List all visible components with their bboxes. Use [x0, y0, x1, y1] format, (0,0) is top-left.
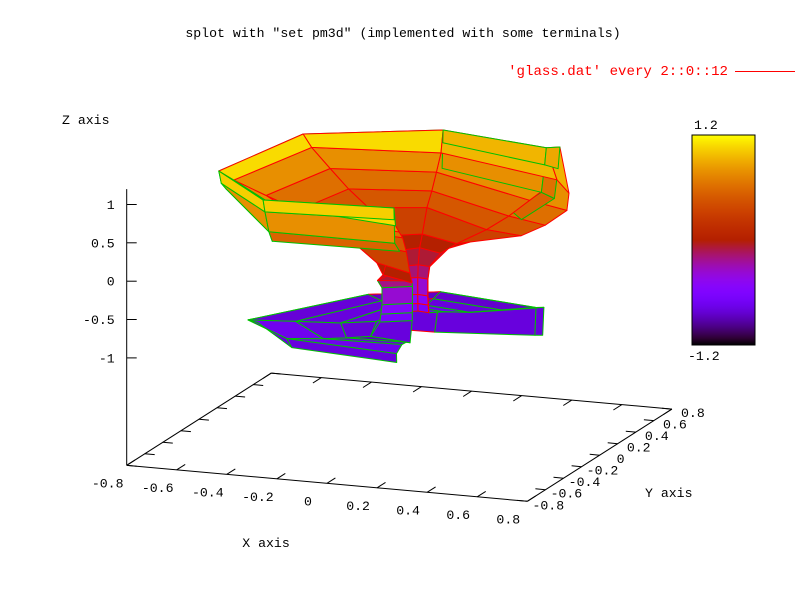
svg-text:'glass.dat' every 2::0::12: 'glass.dat' every 2::0::12 — [508, 64, 728, 80]
svg-text:-0.2: -0.2 — [242, 490, 274, 505]
svg-text:-1.2: -1.2 — [688, 349, 720, 364]
svg-text:0.8: 0.8 — [681, 406, 705, 421]
svg-text:-1: -1 — [99, 351, 115, 366]
svg-text:0: 0 — [107, 275, 115, 290]
svg-text:-0.8: -0.8 — [92, 476, 124, 491]
svg-text:0.6: 0.6 — [446, 508, 470, 523]
svg-text:-0.5: -0.5 — [83, 313, 115, 328]
svg-text:0: 0 — [617, 452, 625, 467]
svg-text:1.2: 1.2 — [694, 118, 718, 133]
svg-text:Z axis: Z axis — [62, 113, 109, 128]
svg-text:-0.2: -0.2 — [587, 464, 619, 479]
svg-text:X axis: X axis — [242, 536, 289, 551]
svg-text:0.5: 0.5 — [91, 236, 115, 251]
svg-text:splot with "set pm3d" (impleme: splot with "set pm3d" (implemented with … — [185, 26, 620, 41]
svg-text:0.4: 0.4 — [396, 503, 420, 518]
svg-text:1: 1 — [107, 198, 115, 213]
svg-text:0: 0 — [304, 494, 312, 509]
svg-text:Y axis: Y axis — [645, 486, 692, 501]
svg-text:0.8: 0.8 — [496, 512, 520, 527]
svg-text:-0.4: -0.4 — [192, 485, 224, 500]
svg-text:-0.6: -0.6 — [142, 481, 174, 496]
svg-text:0.2: 0.2 — [346, 499, 370, 514]
